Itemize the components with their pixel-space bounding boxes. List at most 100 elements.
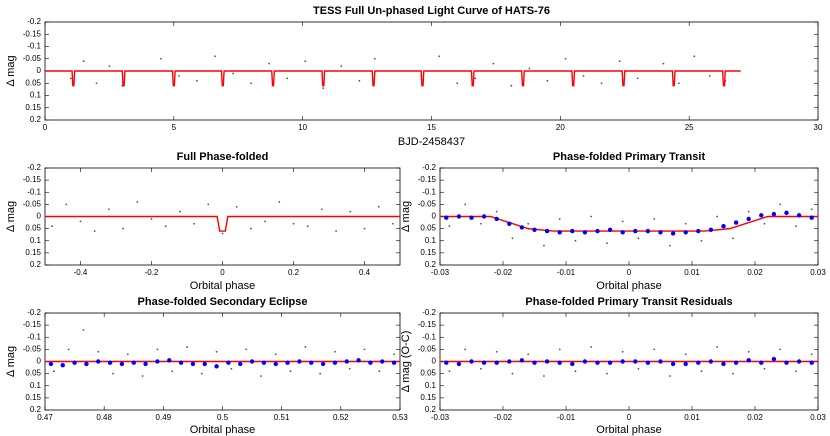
x-tick-label: 0.02 — [747, 268, 763, 277]
data-point — [250, 82, 253, 85]
data-point — [393, 353, 395, 356]
data-point — [621, 220, 624, 223]
binned-point — [444, 360, 449, 365]
binned-point — [759, 360, 764, 365]
binned-point — [285, 360, 290, 365]
data-point — [65, 203, 68, 206]
data-point — [653, 218, 656, 220]
binned-point — [557, 230, 562, 235]
binned-point — [469, 359, 474, 364]
y-tick-label: -0.1 — [422, 187, 436, 196]
x-tick-label: 0 — [627, 413, 632, 422]
y-tick-label: 0.1 — [425, 236, 437, 245]
data-point — [235, 205, 238, 208]
y-tick-label: -0.2 — [27, 163, 41, 172]
binned-point — [607, 227, 613, 233]
binned-point — [84, 361, 89, 367]
y-axis-label: Δ mag (O-C) — [400, 331, 412, 393]
data-point — [662, 62, 665, 65]
data-point — [95, 82, 98, 85]
data-point — [79, 220, 82, 223]
data-point — [582, 75, 585, 77]
binned-point — [658, 359, 663, 364]
y-tick-label: -0.2 — [27, 308, 41, 317]
data-point — [196, 79, 198, 82]
y-tick-label: 0.15 — [25, 103, 41, 112]
binned-point — [595, 360, 600, 365]
y-tick-label: -0.05 — [23, 199, 42, 208]
binned-point — [544, 359, 550, 364]
data-point — [51, 225, 53, 228]
data-point — [392, 222, 394, 225]
data-point — [200, 372, 203, 375]
binned-point — [683, 361, 688, 367]
binned-point — [178, 360, 184, 365]
binned-point — [670, 361, 676, 367]
y-tick-label: -0.05 — [23, 54, 42, 63]
binned-point — [456, 361, 462, 367]
binned-point — [297, 359, 302, 364]
y-tick-label: -0.1 — [27, 42, 41, 51]
binned-point — [155, 359, 160, 364]
data-point — [511, 372, 514, 375]
y-tick-label: 0.15 — [25, 248, 41, 257]
data-point — [795, 225, 797, 228]
data-point — [322, 87, 325, 90]
data-point — [456, 82, 459, 85]
binned-point — [444, 215, 449, 220]
binned-point — [683, 230, 688, 235]
data-point — [618, 60, 621, 63]
binned-point — [733, 360, 739, 365]
chart-title: TESS Full Un-phased Light Curve of HATS-… — [313, 5, 550, 17]
x-tick-label: 0.03 — [810, 268, 826, 277]
binned-point — [469, 215, 474, 220]
y-tick-label: 0 — [37, 212, 42, 221]
data-point — [558, 218, 561, 220]
binned-point — [645, 360, 651, 365]
x-tick-label: -0.03 — [431, 413, 450, 422]
data-point — [221, 232, 224, 235]
binned-point — [72, 360, 77, 365]
data-point — [732, 237, 734, 240]
data-point — [319, 372, 322, 375]
binned-point — [771, 356, 777, 362]
binned-point — [202, 361, 207, 367]
data-point — [716, 215, 719, 218]
y-tick-label: -0.2 — [422, 308, 436, 317]
binned-point — [620, 359, 625, 364]
data-point — [438, 55, 441, 58]
data-point — [250, 227, 252, 230]
y-tick-label: -0.05 — [418, 344, 437, 353]
data-point — [606, 242, 608, 245]
data-point — [677, 82, 680, 85]
binned-point — [519, 225, 525, 230]
x-tick-label: 0 — [43, 123, 48, 132]
chart-title: Full Phase-folded — [177, 151, 269, 163]
data-point — [377, 205, 380, 208]
y-tick-label: -0.2 — [27, 17, 41, 26]
data-point — [474, 77, 477, 80]
data-point — [600, 82, 603, 85]
x-tick-label: 0.53 — [392, 413, 408, 422]
x-tick-label: 15 — [427, 123, 436, 132]
data-point — [495, 210, 498, 213]
binned-point — [226, 360, 231, 365]
data-point — [171, 370, 174, 373]
data-point — [335, 230, 337, 232]
x-tick-label: 0 — [220, 268, 225, 277]
y-tick-label: 0.2 — [425, 260, 437, 269]
x-tick-label: -0.2 — [145, 268, 159, 277]
data-point — [67, 348, 70, 351]
binned-point — [557, 360, 562, 365]
x-tick-label: 0.51 — [274, 413, 290, 422]
data-point — [207, 203, 210, 206]
data-point — [164, 225, 167, 228]
data-point — [82, 329, 85, 331]
binned-point — [746, 358, 751, 363]
data-point — [511, 237, 514, 240]
x-tick-label: 10 — [298, 123, 307, 132]
binned-point — [249, 359, 255, 364]
y-tick-label: 0.2 — [30, 260, 42, 269]
binned-point — [273, 361, 278, 367]
data-point — [480, 367, 482, 370]
